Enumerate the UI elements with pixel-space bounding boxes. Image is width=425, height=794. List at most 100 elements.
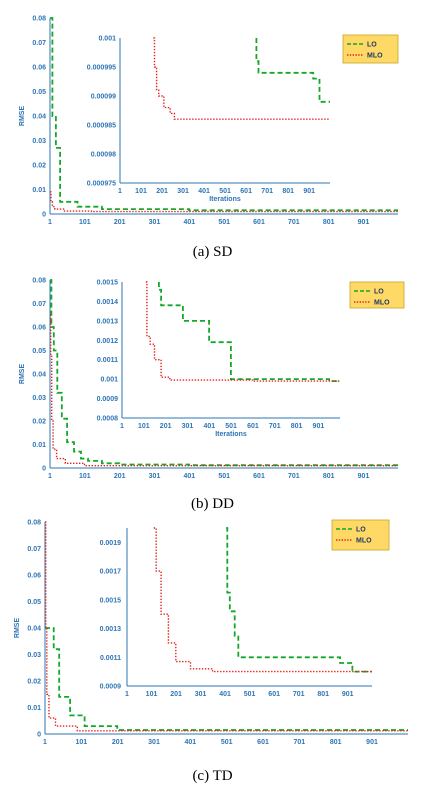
dd-main-xtick-label: 201 xyxy=(114,473,126,480)
sd-main-ytick-label: 0.06 xyxy=(32,65,46,72)
td-main-ytick-label: 0.02 xyxy=(27,679,41,686)
sd-inset-xlabel: Iterations xyxy=(209,196,241,203)
td-main-xtick-label: 301 xyxy=(148,739,160,746)
td-main-xtick-label: 401 xyxy=(185,739,197,746)
td-inset-series-mlo xyxy=(153,527,372,673)
td-inset-xtick-label: 901 xyxy=(342,691,354,698)
sd-inset-ytick-label: 0.00098 xyxy=(91,152,116,159)
dd-inset-xtick-label: 801 xyxy=(291,423,303,430)
dd-main-ytick-label: 0 xyxy=(42,466,46,473)
dd-inset-xtick-label: 401 xyxy=(203,423,215,430)
td-main-ytick-label: 0.03 xyxy=(27,652,41,659)
sd-main-ytick-label: 0.02 xyxy=(32,163,46,170)
sd-legend-box xyxy=(342,34,399,64)
sd-inset-xtick-label: 201 xyxy=(156,188,168,195)
td-main-ytick-label: 0.08 xyxy=(27,520,41,527)
sd-main-xtick-label: 901 xyxy=(358,219,370,226)
td-inset-ytick-label: 0.0013 xyxy=(100,626,122,633)
sd-main-ytick-label: 0.01 xyxy=(32,187,46,194)
td-inset-axes: 0.0009 0.0011 0.0013 0.0015 0.0017 0.0019 1 101… xyxy=(100,528,372,698)
dd-main-ytick-label: 0.02 xyxy=(32,419,46,426)
sd-main-axes: 0 0.01 0.02 0.03 0.04 0.05 0.06 0.07 0.08 1 101 201… xyxy=(19,16,398,226)
td-legend-box xyxy=(331,519,390,551)
dd-main-ytick-label: 0.08 xyxy=(32,278,46,285)
sd-main-ytick-label: 0.03 xyxy=(32,138,46,145)
td-main-series-mlo xyxy=(45,521,408,732)
sd-main-ytick-label: 0 xyxy=(42,212,46,219)
dd-main-ytick-label: 0.03 xyxy=(32,395,46,402)
sd-main-xtick-label: 401 xyxy=(183,219,195,226)
dd-main-xtick-label: 301 xyxy=(149,473,161,480)
td-main-xtick-label: 701 xyxy=(294,739,306,746)
sd-inset-xtick-label: 701 xyxy=(261,188,273,195)
sd-main-ylabel: RMSE xyxy=(19,106,26,127)
dd-main-ytick-label: 0.06 xyxy=(32,325,46,332)
sd-main-xtick-label: 101 xyxy=(79,219,91,226)
td-inset-xtick-label: 301 xyxy=(195,691,207,698)
sd-main-ytick-label: 0.04 xyxy=(32,114,46,121)
td-main-xtick-label: 901 xyxy=(366,739,378,746)
td-main-ytick-label: 0.05 xyxy=(27,599,41,606)
dd-inset-ytick-label: 0.0014 xyxy=(97,299,119,306)
td-inset-ytick-label: 0.0017 xyxy=(100,569,122,576)
dd-inset-xtick-label: 701 xyxy=(269,423,281,430)
sd-inset-series-lo xyxy=(255,38,330,103)
dd-main-xtick-label: 701 xyxy=(288,473,300,480)
dd-inset-ytick-label: 0.0008 xyxy=(97,416,119,423)
td-main-xtick-label: 201 xyxy=(112,739,124,746)
td-main-ylabel: RMSE xyxy=(14,618,21,639)
td-inset-xtick-label: 101 xyxy=(146,691,158,698)
dd-inset-xtick-label: 901 xyxy=(313,423,325,430)
sd-main-series-mlo xyxy=(50,191,398,213)
dd-main-xtick-label: 601 xyxy=(253,473,265,480)
td-inset-xtick-label: 201 xyxy=(170,691,182,698)
sd-main-xtick-label: 301 xyxy=(149,219,161,226)
sd-main-xtick-label: 701 xyxy=(288,219,300,226)
td-main-ytick-label: 0.06 xyxy=(27,573,41,580)
dd-inset-ytick-label: 0.001 xyxy=(100,377,118,384)
chart-panel-dd: 0 0.01 0.02 0.03 0.04 0.05 0.06 0.07 0.08 1 101 201… xyxy=(0,268,425,520)
td-main-xtick-label: 501 xyxy=(221,739,233,746)
dd-main-series-lo xyxy=(50,279,398,467)
chart-panel-td: 0 0.01 0.02 0.03 0.04 0.05 0.06 0.07 0.08 1 101 201… xyxy=(0,520,425,794)
sd-inset-ytick-label: 0.00099 xyxy=(91,94,116,101)
td-legend-label-lo: LO xyxy=(356,527,366,534)
dd-main-ytick-label: 0.07 xyxy=(32,301,46,308)
dd-legend: LO MLO xyxy=(349,281,405,309)
td-inset-xtick-label: 1 xyxy=(125,691,129,698)
sd-main-series-lo xyxy=(50,17,398,212)
caption-sd: (a) SD xyxy=(192,244,233,260)
td-main-xtick-label: 601 xyxy=(257,739,269,746)
td-inset-xtick-label: 501 xyxy=(244,691,256,698)
sd-main-xtick-label: 801 xyxy=(323,219,335,226)
sd-inset-xtick-label: 1 xyxy=(118,188,122,195)
chart-dd: 0 0.01 0.02 0.03 0.04 0.05 0.06 0.07 0.08 1 101 201… xyxy=(19,278,405,480)
dd-legend-box xyxy=(349,281,405,309)
dd-main-xtick-label: 501 xyxy=(218,473,230,480)
td-main-series-lo xyxy=(45,627,408,731)
dd-inset-axes: 0.0008 0.0009 0.001 0.0011 0.0012 0.0013 0.001… xyxy=(97,280,340,438)
sd-legend: LO MLO xyxy=(342,34,399,64)
sd-inset-axes: 0.000975 0.00098 0.000985 0.00099 0.000995 0.… xyxy=(87,36,330,203)
sd-inset-xtick-label: 601 xyxy=(240,188,252,195)
dd-main-xtick-label: 1 xyxy=(48,473,52,480)
sd-main-xtick-label: 1 xyxy=(48,219,52,226)
chart-sd: 0 0.01 0.02 0.03 0.04 0.05 0.06 0.07 0.08 1 101 201… xyxy=(19,16,399,226)
dd-main-xtick-label: 401 xyxy=(183,473,195,480)
dd-inset-ytick-label: 0.0015 xyxy=(97,280,119,287)
td-main-axes: 0 0.01 0.02 0.03 0.04 0.05 0.06 0.07 0.08 1 101 201… xyxy=(14,520,408,746)
dd-inset-xtick-label: 1 xyxy=(120,423,124,430)
td-inset-xtick-label: 401 xyxy=(219,691,231,698)
td-inset-ytick-label: 0.0019 xyxy=(100,540,122,547)
td-inset-ytick-label: 0.0011 xyxy=(100,655,121,662)
sd-main-xtick-label: 201 xyxy=(114,219,126,226)
sd-inset-xtick-label: 801 xyxy=(282,188,294,195)
td-main-ytick-label: 0 xyxy=(37,732,41,739)
dd-inset-series-lo xyxy=(157,282,340,382)
td-legend: LO MLO xyxy=(331,519,390,551)
dd-inset-xtick-label: 501 xyxy=(225,423,237,430)
chart-panel-sd: 0 0.01 0.02 0.03 0.04 0.05 0.06 0.07 0.08 1 101 201… xyxy=(0,0,425,268)
dd-inset-series-mlo xyxy=(145,281,340,382)
sd-inset-xtick-label: 301 xyxy=(177,188,189,195)
dd-legend-label-lo: LO xyxy=(374,289,384,296)
